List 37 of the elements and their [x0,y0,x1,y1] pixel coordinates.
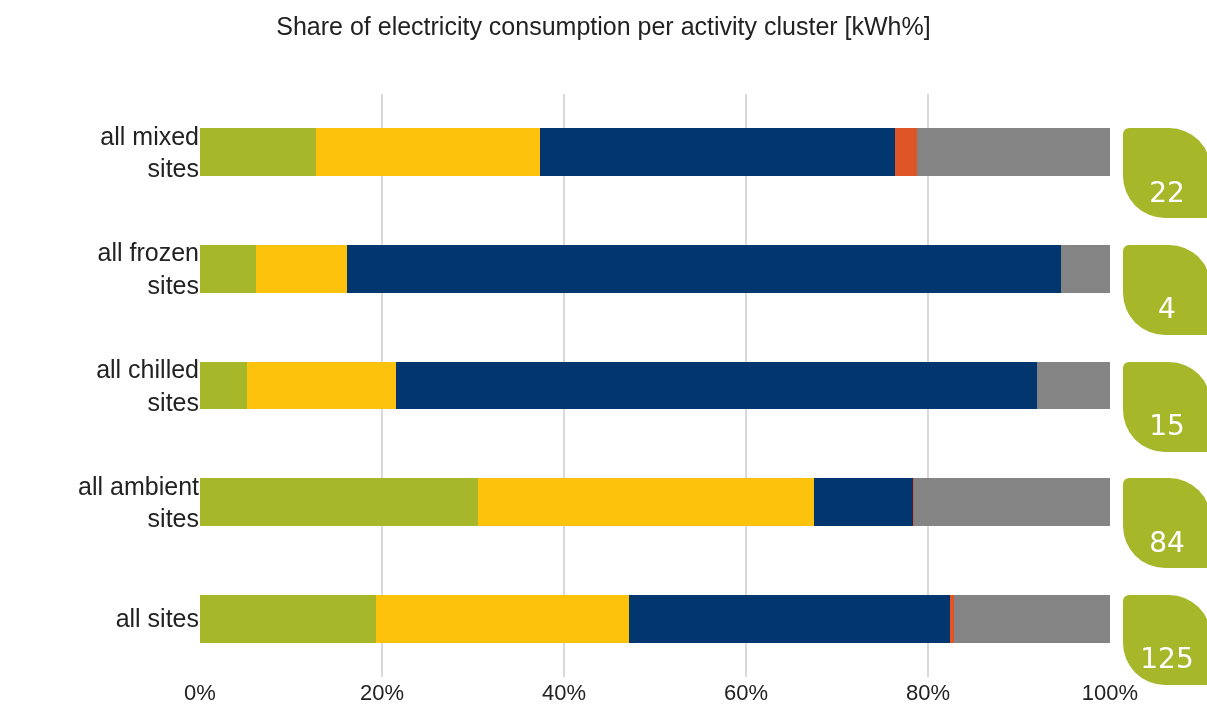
bar [200,594,376,643]
bar [247,361,396,410]
x-tick-label: 20% [359,680,405,705]
leaf-badge: 15 [1123,361,1207,452]
bar [917,128,1110,177]
y-tick-label: all ambient sites [78,471,200,533]
bar [200,478,478,526]
y-tick-label: all chilled sites [96,355,199,416]
bar [316,128,541,177]
bar [255,245,347,293]
y-tick-label: all mixed sites [100,121,199,183]
leaf-badge: 84 [1123,478,1207,569]
bar [814,478,913,526]
bar [395,361,1038,410]
bar [1060,245,1110,293]
bar [895,128,918,177]
x-tick-label: 0% [184,680,216,705]
y-tick-label: all sites [115,604,199,633]
y-tick-label: all frozen sites [97,238,199,299]
bar [477,478,815,526]
bar [346,245,1061,293]
bar [200,128,317,177]
bar [1037,361,1110,410]
bar [200,245,256,293]
chart-title: Share of electricity consumption per activity cluster [kWh%] [276,12,931,41]
bar [375,594,629,643]
bar [628,594,950,643]
leaf-badge: 4 [1123,244,1207,335]
leaf-badge: 22 [1123,128,1207,219]
bar [954,594,1110,643]
x-tick-label: 40% [541,680,587,705]
x-tick-label: 60% [723,680,769,705]
bar [914,478,1110,526]
bar [200,361,248,410]
x-tick-label: 80% [905,680,951,705]
leaf-badge: 125 [1123,594,1207,685]
bar [540,128,896,177]
